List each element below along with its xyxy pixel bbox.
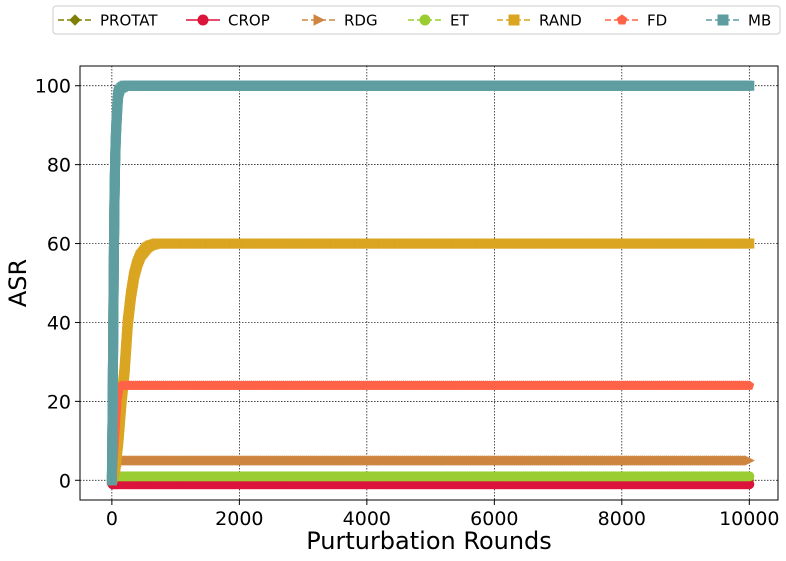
series-mb xyxy=(106,80,755,486)
series-line xyxy=(111,84,750,481)
y-axis-title: ASR xyxy=(4,259,32,307)
series-markers xyxy=(106,471,755,486)
series-markers xyxy=(106,80,755,486)
y-tick-label: 0 xyxy=(59,470,71,492)
plot-area xyxy=(106,80,755,490)
series-line xyxy=(111,242,750,481)
series-fd xyxy=(107,380,755,485)
legend-entry-protat: PROTAT xyxy=(58,12,158,30)
legend-entry-fd: FD xyxy=(605,12,667,30)
data-point xyxy=(744,455,755,466)
legend-marker xyxy=(197,14,209,26)
y-tick-label: 40 xyxy=(47,312,71,334)
legend-box xyxy=(52,5,781,35)
plot-frame xyxy=(79,65,779,501)
x-tick-label: 2000 xyxy=(215,508,263,530)
y-tick-label: 80 xyxy=(47,155,71,177)
legend-entry-mb: MB xyxy=(706,12,771,30)
legend-marker xyxy=(717,14,729,26)
x-axis-ticks: 0 2000 4000 6000 8000 10000 xyxy=(106,500,780,530)
y-axis-ticks: 0 20 40 60 80 100 xyxy=(35,76,80,492)
legend-marker xyxy=(313,14,326,26)
series-crop xyxy=(106,475,755,490)
series-line xyxy=(111,384,750,481)
legend-marker xyxy=(616,14,628,25)
data-point xyxy=(744,238,755,249)
legend-marker xyxy=(419,14,431,26)
series-markers xyxy=(106,475,755,490)
y-tick-label: 100 xyxy=(35,76,71,98)
legend-marker xyxy=(508,14,520,26)
legend-marker xyxy=(69,14,81,26)
legend-entry-rand: RAND xyxy=(497,12,582,30)
series-markers xyxy=(106,238,755,486)
legend-label: ET xyxy=(450,12,469,30)
data-point xyxy=(744,471,755,482)
series-markers xyxy=(106,455,755,486)
legend-label: CROP xyxy=(228,12,270,30)
legend-label: PROTAT xyxy=(100,12,158,30)
legend-label: FD xyxy=(647,12,667,30)
series-markers xyxy=(107,380,755,485)
y-tick-label: 20 xyxy=(47,391,71,413)
y-tick-label: 60 xyxy=(47,234,71,256)
legend-entry-crop: CROP xyxy=(186,12,270,30)
data-point xyxy=(744,80,755,91)
legend: PROTAT CROP RDG ET RAND FD MB xyxy=(52,5,781,35)
legend-label: RAND xyxy=(539,12,582,30)
legend-entry-rdg: RDG xyxy=(302,12,378,30)
legend-label: MB xyxy=(748,12,771,30)
legend-entry-et: ET xyxy=(408,12,469,30)
x-tick-label: 0 xyxy=(106,508,118,530)
x-tick-label: 8000 xyxy=(598,508,646,530)
grid-lines xyxy=(80,66,778,500)
x-axis-title: Purturbation Rounds xyxy=(306,527,552,555)
series-rdg xyxy=(106,455,755,486)
legend-label: RDG xyxy=(344,12,378,30)
series-rand xyxy=(106,238,755,486)
x-tick-label: 10000 xyxy=(719,508,779,530)
